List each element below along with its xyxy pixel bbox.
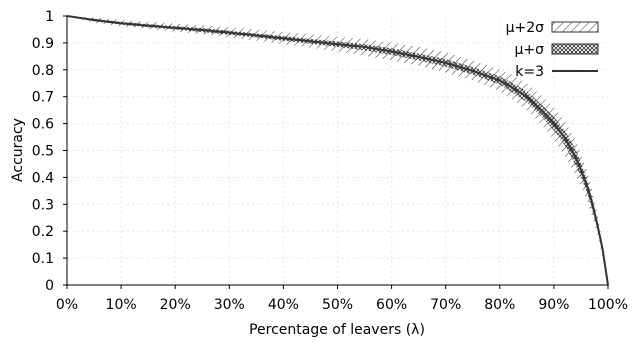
- legend-label: k=3: [515, 64, 544, 80]
- x-tick-label: 30%: [214, 297, 245, 313]
- y-tick-label: 0.3: [32, 197, 54, 213]
- y-tick-label: 0.2: [32, 224, 54, 240]
- y-tick-label: 0.1: [32, 251, 54, 267]
- x-tick-label: 90%: [538, 297, 569, 313]
- series-line-k3: [66, 15, 609, 286]
- y-tick-label: 0.8: [32, 63, 54, 79]
- legend-label: μ+σ: [514, 42, 544, 58]
- y-axis-label: Accuracy: [10, 118, 26, 182]
- legend-swatch: [551, 21, 599, 33]
- axes: [63, 15, 609, 289]
- legend-label: μ+2σ: [506, 20, 545, 36]
- x-tick-label: 70%: [430, 297, 461, 313]
- x-tick-label: 20%: [160, 297, 191, 313]
- x-tick-label: 10%: [106, 297, 137, 313]
- lines: [66, 15, 609, 286]
- x-tick-label: 0%: [56, 297, 78, 313]
- x-tick-label: 100%: [588, 297, 628, 313]
- x-tick-label: 80%: [484, 297, 515, 313]
- tick-labels: 0% 10% 20% 30% 40% 50% 60% 70% 80% 90% 100% 0 0.1 0.2…: [32, 9, 628, 313]
- y-tick-label: 0: [45, 278, 54, 294]
- x-axis-label: Percentage of leavers (λ): [249, 322, 425, 338]
- y-tick-label: 0.5: [32, 144, 54, 160]
- y-tick-label: 0.9: [32, 36, 54, 52]
- y-tick-label: 0.6: [32, 117, 54, 133]
- legend: μ+2σ μ+σ k=3: [506, 20, 599, 80]
- x-tick-label: 50%: [322, 297, 353, 313]
- x-tick-label: 40%: [268, 297, 299, 313]
- y-tick-label: 1: [45, 9, 54, 25]
- x-tick-label: 60%: [376, 297, 407, 313]
- legend-swatch: [551, 43, 599, 55]
- y-tick-label: 0.4: [32, 170, 54, 186]
- y-tick-label: 0.7: [32, 90, 54, 106]
